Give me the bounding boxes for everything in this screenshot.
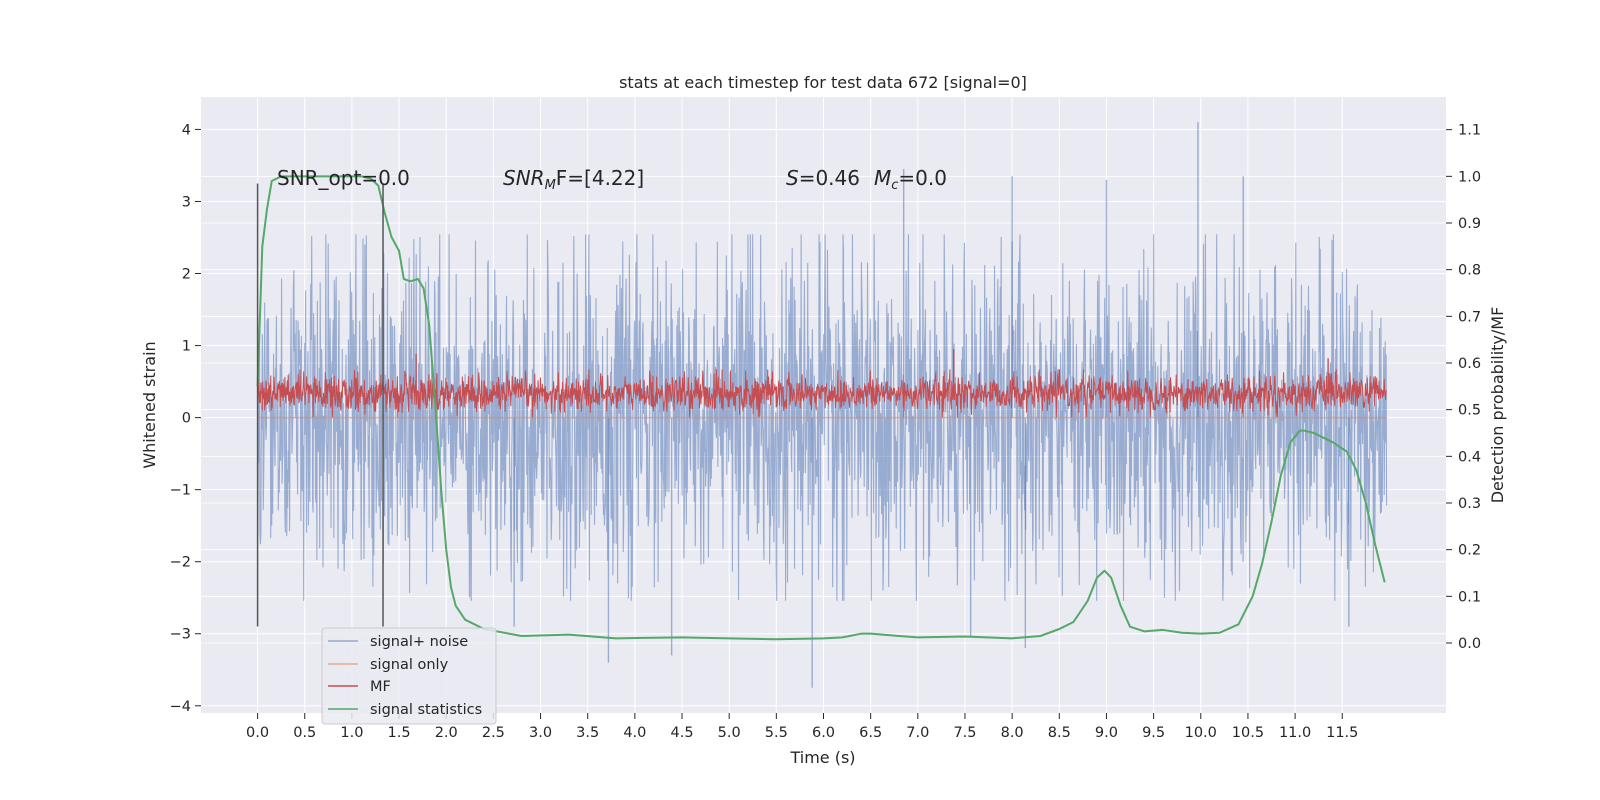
mc-val: =0.0 <box>898 166 947 190</box>
vline-layer <box>256 183 384 627</box>
y-tick-label: −3 <box>170 627 191 643</box>
x-tick-label: 1.0 <box>340 725 363 741</box>
x-tick-label: 6.5 <box>859 725 882 741</box>
x-tick-label: 4.5 <box>670 725 693 741</box>
y2-tick-label: 0.8 <box>1458 263 1481 279</box>
y-tick-label: 1 <box>182 339 191 355</box>
y2-tick-label: 0.9 <box>1458 216 1481 232</box>
y2-tick-label: 1.1 <box>1458 123 1481 139</box>
series-0-line <box>257 234 1388 601</box>
series-2-line <box>257 369 1388 418</box>
x-tick-label: 4.0 <box>623 725 646 741</box>
y2-tick-label: 0.0 <box>1458 636 1481 652</box>
y-tick-label: −2 <box>170 555 191 571</box>
snr-mf-sub: M <box>545 178 556 193</box>
x-tick-label: 3.5 <box>576 725 599 741</box>
y2-tick-label: 0.6 <box>1458 356 1481 372</box>
x-tick-label: 8.5 <box>1048 725 1071 741</box>
x-tick-label: 7.5 <box>953 725 976 741</box>
y-ticks-left: 4 3 2 1 0 −1 −2 −3 −4 <box>170 122 201 715</box>
x-tick-label: 11.0 <box>1279 725 1311 741</box>
s-var: S <box>786 166 799 190</box>
x-tick-label: 7.0 <box>906 725 929 741</box>
x-tick-label: 0.5 <box>293 725 316 741</box>
y-ticks-right: 1.1 1.0 0.9 0.8 0.7 0.6 0.5 0.4 0.3 0.2 0.1 0.0 <box>1446 123 1481 652</box>
x-tick-label: 3.0 <box>529 725 552 741</box>
y2-tick-label: 0.3 <box>1458 496 1481 512</box>
legend-label-signal-noise: signal+ noise <box>370 634 468 650</box>
chart-title: stats at each timestep for test data 672… <box>619 73 1027 92</box>
y-tick-label: −1 <box>170 483 191 499</box>
x-tick-label: 9.5 <box>1142 725 1165 741</box>
y2-tick-label: 0.5 <box>1458 403 1481 419</box>
y-axis-label: Whitened strain <box>140 341 159 468</box>
snr-mf-rest: F=[4.22] <box>556 166 644 190</box>
x-axis-label: Time (s) <box>789 748 855 767</box>
series-layer <box>256 122 1388 688</box>
y2-tick-label: 0.7 <box>1458 309 1481 325</box>
x-tick-label: 10.0 <box>1185 725 1217 741</box>
x-tick-label: 5.5 <box>765 725 788 741</box>
y2-tick-label: 0.2 <box>1458 543 1481 559</box>
y-tick-label: 3 <box>182 194 191 210</box>
annotation-snr-mf: SNRMF=[4.22] <box>503 166 644 193</box>
y2-tick-label: 0.1 <box>1458 589 1481 605</box>
legend-box <box>321 627 497 725</box>
y-tick-label: 0 <box>182 411 191 427</box>
x-ticks: 0.0 0.5 1.0 1.5 2.0 2.5 3.0 3.5 4.0 4.5 5.0 5.5 6.0 6… <box>246 713 1358 741</box>
snr-mf-main: SNR <box>503 166 545 190</box>
y-tick-label: 4 <box>182 122 191 138</box>
x-tick-label: 10.5 <box>1232 725 1264 741</box>
x-tick-label: 0.0 <box>246 725 269 741</box>
x-tick-label: 2.0 <box>435 725 458 741</box>
y-tick-label: −4 <box>170 699 191 715</box>
annotations: SNR_opt=0.0 SNRMF=[4.22] S=0.46 Mc=0.0 <box>277 166 947 193</box>
series-signal-statistics-line <box>256 175 1386 641</box>
x-tick-label: 6.0 <box>812 725 835 741</box>
y2-tick-label: 1.0 <box>1458 169 1481 185</box>
annotation-s-mc: S=0.46 Mc=0.0 <box>786 166 947 193</box>
legend-label-mf: MF <box>370 679 391 695</box>
mc-var: M <box>874 166 891 190</box>
y2-axis-label: Detection probability/MF <box>1488 307 1507 504</box>
y2-tick-label: 0.4 <box>1458 449 1481 465</box>
mc-sub: c <box>891 178 898 193</box>
x-tick-label: 1.5 <box>388 725 411 741</box>
x-tick-label: 11.5 <box>1326 725 1358 741</box>
x-tick-label: 5.0 <box>718 725 741 741</box>
legend-label-signal-only: signal only <box>370 657 449 673</box>
annotation-snr-opt: SNR_opt=0.0 <box>277 166 410 190</box>
legend: signal+ noise signal only MF signal stat… <box>321 627 497 725</box>
s-val: =0.46 <box>799 166 860 190</box>
y-tick-label: 2 <box>182 267 191 283</box>
x-tick-label: 8.0 <box>1001 725 1024 741</box>
legend-label-signal-statistics: signal statistics <box>370 702 482 718</box>
x-tick-label: 9.0 <box>1095 725 1118 741</box>
x-tick-label: 2.5 <box>482 725 505 741</box>
